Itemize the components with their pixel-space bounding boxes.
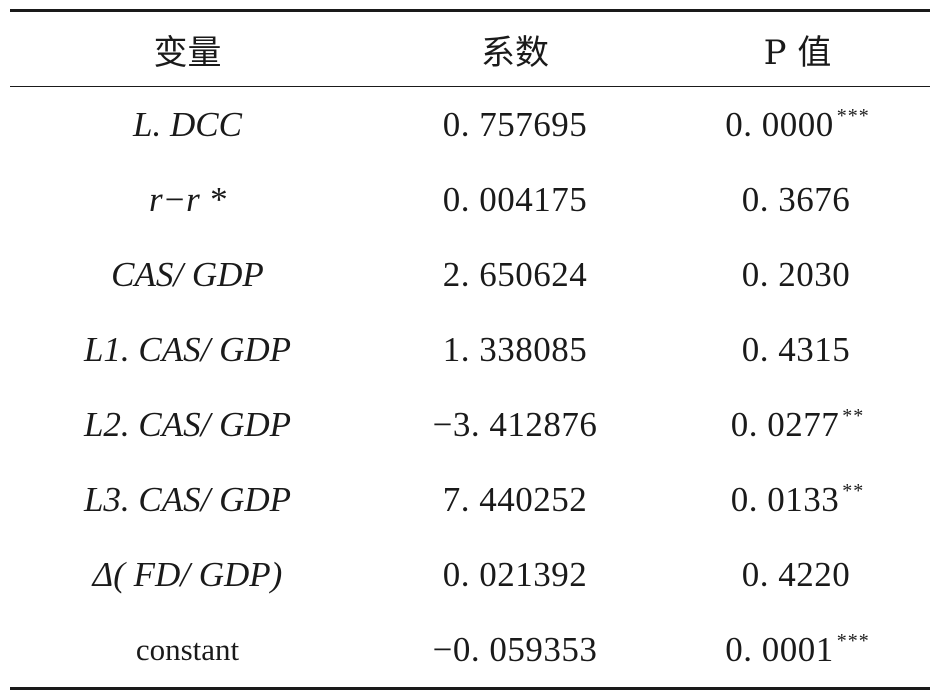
coefficient-cell: −3. 412876 [432,404,598,444]
header-variable: 变量 [153,32,222,73]
table-row: CAS/ GDP 2. 650624 0. 2030 [10,237,930,312]
variable-cell: CAS/ GDP [111,254,264,294]
pvalue-cell: 0. 0001 *** [665,612,930,687]
variable-cell: constant [135,631,240,667]
pvalue-text: 0. 0133 [730,479,840,519]
top-rule [10,9,930,12]
significance-stars: *** [836,104,870,127]
regression-table: 变量 系数 P 值 L. DCC 0. 757695 0. 0000 *** r−… [10,9,930,690]
pvalue-cell: 0. 4220 [665,537,930,612]
variable-cell: L2. CAS/ GDP [83,404,292,444]
table-row: constant −0. 059353 0. 0001 *** [10,612,930,687]
coefficient-cell: 0. 021392 [442,554,588,594]
pvalue-text: 0. 0000 [725,104,834,144]
variable-cell: r−r * [148,179,227,219]
pvalue-text: 0. 4220 [741,554,851,594]
coefficient-cell: 0. 004175 [442,179,588,219]
pvalue-cell: 0. 0000 *** [665,87,930,162]
pvalue-cell: 0. 3676 [665,162,930,237]
results-table: 变量 系数 P 值 [10,12,930,86]
header-coefficient: 系数 [481,32,549,73]
header-pvalue: P 值 [763,32,832,73]
table-row: L2. CAS/ GDP −3. 412876 0. 0277 ** [10,387,930,462]
pvalue-cell: 0. 4315 [665,312,930,387]
variable-cell: L. DCC [133,104,242,144]
coefficient-cell: 0. 757695 [442,104,588,144]
coefficient-cell: 1. 338085 [442,329,588,369]
coefficient-cell: 7. 440252 [442,479,588,519]
variable-cell: Δ( FD/ GDP) [92,554,283,594]
header-row: 变量 系数 P 值 [10,12,930,86]
significance-stars: *** [836,629,870,652]
coefficient-cell: 2. 650624 [442,254,588,294]
pvalue-text: 0. 4315 [741,329,851,369]
variable-cell: L3. CAS/ GDP [83,479,292,519]
table-row: L. DCC 0. 757695 0. 0000 *** [10,87,930,162]
variable-cell: L1. CAS/ GDP [83,329,292,369]
pvalue-text: 0. 3676 [741,179,851,219]
pvalue-cell: 0. 0133 ** [665,462,930,537]
coefficient-cell: −0. 059353 [432,629,598,669]
table-row: r−r * 0. 004175 0. 3676 [10,162,930,237]
table-row: L3. CAS/ GDP 7. 440252 0. 0133 ** [10,462,930,537]
pvalue-cell: 0. 0277 ** [665,387,930,462]
significance-stars: ** [842,404,865,427]
pvalue-cell: 0. 2030 [665,237,930,312]
table-row: Δ( FD/ GDP) 0. 021392 0. 4220 [10,537,930,612]
pvalue-text: 0. 2030 [741,254,851,294]
pvalue-text: 0. 0001 [725,629,834,669]
results-body: L. DCC 0. 757695 0. 0000 *** r−r * 0. 004… [10,87,930,687]
header-rule [10,86,930,87]
significance-stars: ** [842,479,865,502]
bottom-rule [10,687,930,690]
pvalue-text: 0. 0277 [730,404,840,444]
table-row: L1. CAS/ GDP 1. 338085 0. 4315 [10,312,930,387]
